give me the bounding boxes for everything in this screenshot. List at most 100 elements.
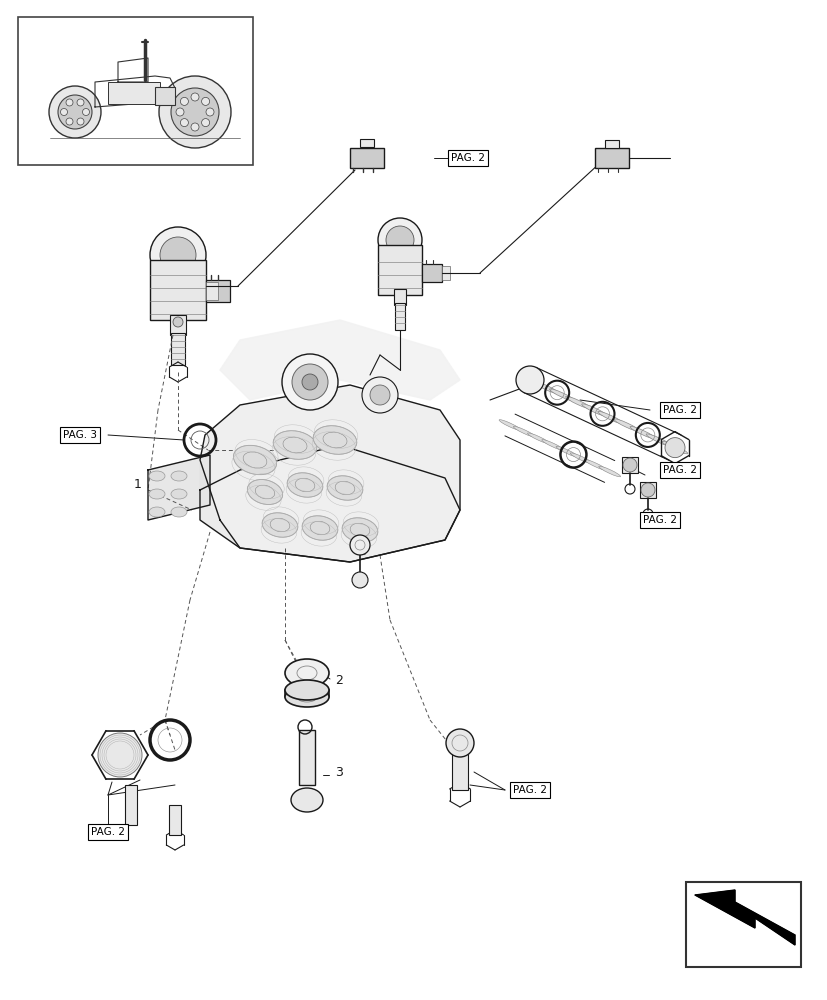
Circle shape bbox=[66, 99, 73, 106]
Ellipse shape bbox=[629, 426, 655, 439]
Ellipse shape bbox=[342, 518, 377, 542]
Circle shape bbox=[171, 88, 218, 136]
Circle shape bbox=[446, 729, 473, 757]
Ellipse shape bbox=[570, 453, 591, 464]
Text: PAG. 2: PAG. 2 bbox=[91, 827, 125, 837]
Ellipse shape bbox=[513, 426, 534, 437]
Bar bbox=[169, 805, 181, 835]
Text: 3: 3 bbox=[335, 766, 342, 780]
Ellipse shape bbox=[327, 476, 362, 500]
Polygon shape bbox=[200, 440, 240, 490]
Bar bbox=[442, 266, 449, 280]
Circle shape bbox=[180, 97, 189, 105]
Bar bbox=[639, 482, 655, 498]
Ellipse shape bbox=[290, 788, 323, 812]
Circle shape bbox=[58, 95, 92, 129]
Ellipse shape bbox=[313, 426, 356, 454]
Bar bbox=[150, 260, 206, 320]
Circle shape bbox=[351, 572, 367, 588]
Text: PAG. 2: PAG. 2 bbox=[451, 153, 485, 163]
Ellipse shape bbox=[247, 480, 282, 504]
Polygon shape bbox=[95, 76, 174, 107]
Circle shape bbox=[191, 93, 198, 101]
Text: 1: 1 bbox=[134, 479, 141, 491]
Bar bbox=[394, 289, 405, 305]
Ellipse shape bbox=[613, 419, 638, 431]
Ellipse shape bbox=[171, 471, 187, 481]
Bar bbox=[206, 282, 218, 300]
Circle shape bbox=[201, 119, 209, 127]
Text: PAG. 3: PAG. 3 bbox=[63, 430, 97, 440]
Circle shape bbox=[515, 366, 543, 394]
Bar bbox=[125, 785, 136, 825]
Circle shape bbox=[206, 108, 213, 116]
Bar bbox=[621, 457, 638, 473]
Text: PAG. 2: PAG. 2 bbox=[662, 405, 696, 415]
Ellipse shape bbox=[645, 434, 671, 446]
Circle shape bbox=[160, 237, 196, 273]
Circle shape bbox=[66, 118, 73, 125]
Circle shape bbox=[150, 227, 206, 283]
Circle shape bbox=[77, 118, 84, 125]
Circle shape bbox=[640, 483, 654, 497]
Ellipse shape bbox=[549, 389, 574, 401]
Bar bbox=[155, 87, 174, 105]
Bar bbox=[605, 140, 619, 148]
Ellipse shape bbox=[662, 441, 687, 454]
Ellipse shape bbox=[287, 473, 323, 497]
Circle shape bbox=[292, 364, 327, 400]
Circle shape bbox=[173, 317, 183, 327]
Bar bbox=[378, 245, 422, 295]
Ellipse shape bbox=[149, 471, 165, 481]
Circle shape bbox=[159, 76, 231, 148]
Polygon shape bbox=[200, 420, 460, 530]
Ellipse shape bbox=[533, 381, 558, 394]
Bar bbox=[206, 280, 230, 302]
Bar bbox=[350, 148, 384, 168]
Ellipse shape bbox=[302, 516, 337, 540]
Text: PAG. 2: PAG. 2 bbox=[643, 515, 676, 525]
Ellipse shape bbox=[171, 489, 187, 499]
Circle shape bbox=[378, 218, 422, 262]
Bar bbox=[18, 17, 253, 165]
Polygon shape bbox=[694, 890, 794, 945]
Ellipse shape bbox=[565, 396, 590, 409]
Ellipse shape bbox=[273, 431, 317, 459]
Bar bbox=[686, 882, 800, 967]
Ellipse shape bbox=[262, 513, 298, 537]
Circle shape bbox=[302, 374, 318, 390]
Bar bbox=[171, 333, 184, 365]
Ellipse shape bbox=[149, 507, 165, 517]
Bar bbox=[595, 148, 629, 168]
Ellipse shape bbox=[284, 687, 328, 707]
Circle shape bbox=[83, 109, 89, 116]
Bar bbox=[452, 750, 467, 790]
Bar bbox=[422, 264, 442, 282]
Circle shape bbox=[350, 535, 370, 555]
Circle shape bbox=[622, 458, 636, 472]
Circle shape bbox=[282, 354, 337, 410]
Polygon shape bbox=[220, 320, 460, 400]
Ellipse shape bbox=[581, 404, 606, 416]
Circle shape bbox=[77, 99, 84, 106]
Text: PAG. 2: PAG. 2 bbox=[513, 785, 547, 795]
Polygon shape bbox=[148, 455, 210, 520]
Ellipse shape bbox=[233, 445, 276, 475]
Ellipse shape bbox=[527, 433, 549, 444]
Ellipse shape bbox=[556, 446, 577, 457]
Ellipse shape bbox=[517, 374, 542, 386]
Polygon shape bbox=[118, 58, 148, 82]
Circle shape bbox=[49, 86, 101, 138]
Ellipse shape bbox=[597, 411, 623, 424]
Text: PAG. 2: PAG. 2 bbox=[662, 465, 696, 475]
Polygon shape bbox=[200, 445, 460, 562]
Bar bbox=[394, 303, 404, 330]
Bar bbox=[360, 139, 374, 147]
Bar bbox=[108, 82, 160, 104]
Circle shape bbox=[201, 97, 209, 105]
Ellipse shape bbox=[541, 440, 563, 450]
Circle shape bbox=[370, 385, 390, 405]
Circle shape bbox=[191, 123, 198, 131]
Circle shape bbox=[180, 119, 189, 127]
Ellipse shape bbox=[284, 659, 328, 687]
